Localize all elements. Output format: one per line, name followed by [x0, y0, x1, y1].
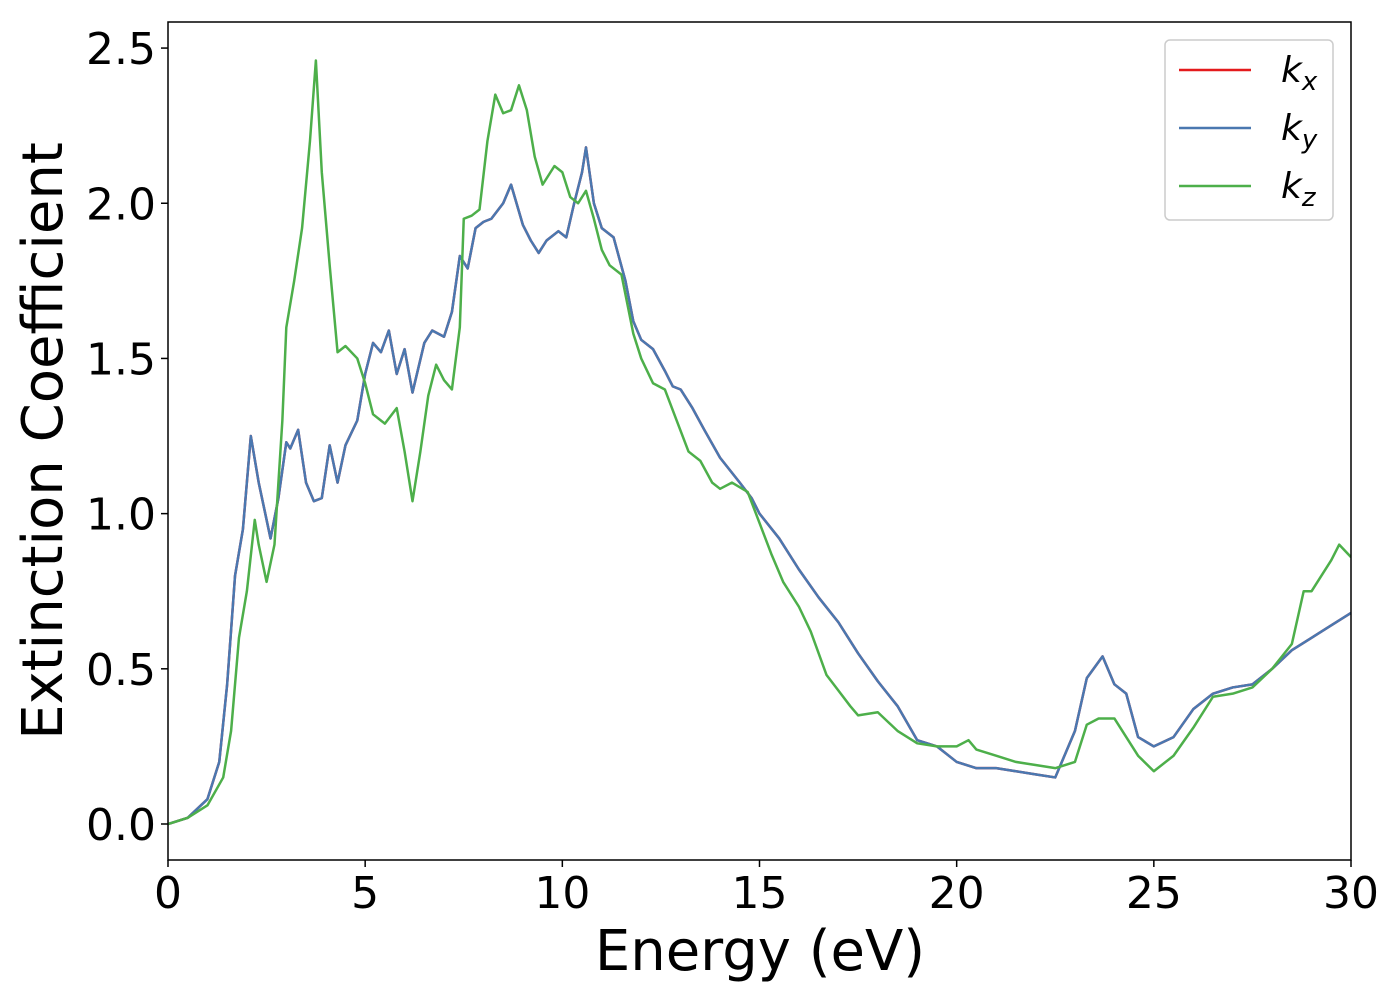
x-tick-label: 10 — [534, 868, 590, 919]
legend-box — [1164, 39, 1334, 221]
legend-label: kz — [1281, 166, 1317, 213]
y-axis-label: Extinction Coefficient — [11, 142, 76, 740]
legend-label: kx — [1281, 50, 1318, 97]
x-tick-label: 20 — [929, 868, 985, 919]
x-tick-label: 25 — [1126, 868, 1182, 919]
legend-label: ky — [1281, 108, 1318, 155]
series-line — [168, 146, 1351, 826]
y-tick-label: 0.5 — [86, 645, 156, 696]
series-line — [168, 59, 1351, 826]
x-tick-label: 30 — [1323, 868, 1379, 919]
x-tick-label: 5 — [351, 868, 379, 919]
y-tick-label: 1.0 — [86, 490, 156, 541]
plot-frame — [167, 21, 1352, 861]
y-tick-label: 2.5 — [86, 24, 156, 75]
series-line — [168, 146, 1351, 826]
y-tick-label: 1.5 — [86, 334, 156, 385]
x-axis-label: Energy (eV) — [595, 919, 925, 984]
y-tick-label: 0.0 — [86, 800, 156, 851]
x-tick-label: 15 — [732, 868, 788, 919]
x-tick-label: 0 — [154, 868, 182, 919]
y-tick-label: 2.0 — [86, 179, 156, 230]
